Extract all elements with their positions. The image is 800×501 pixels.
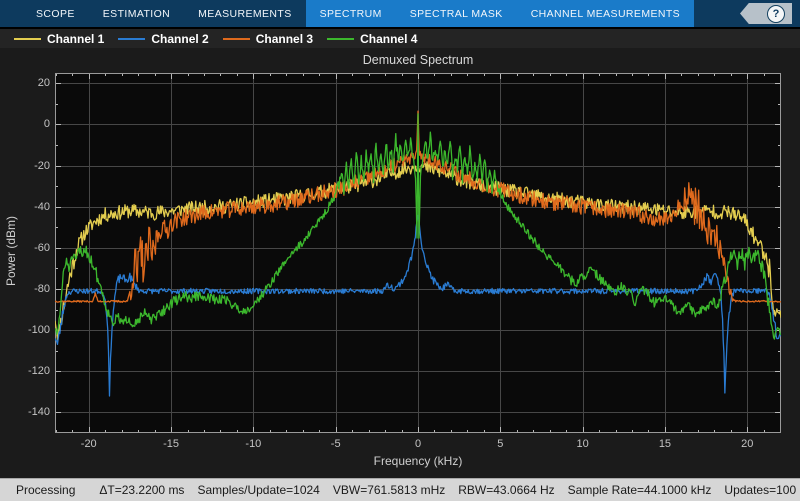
tab-scope[interactable]: SCOPE xyxy=(36,7,75,20)
tab-spectrum[interactable]: SPECTRUM xyxy=(305,0,396,27)
legend-item-channel-3[interactable]: Channel 3 xyxy=(222,31,314,46)
y-tick-label: 20 xyxy=(37,77,50,90)
status-field-3: RBW=43.0664 Hz xyxy=(458,483,555,497)
legend-line-swatch xyxy=(222,37,250,40)
y-tick-label: -20 xyxy=(34,159,50,172)
y-tick-label: -120 xyxy=(27,365,50,378)
help-icon[interactable]: ? xyxy=(767,4,785,23)
y-tick-label: -140 xyxy=(27,406,50,419)
legend-label: Channel 4 xyxy=(360,31,418,46)
legend-line-swatch xyxy=(118,37,146,40)
x-tick-label: -10 xyxy=(245,438,262,450)
legend-label: Channel 1 xyxy=(47,31,105,46)
x-tick-label: -5 xyxy=(330,438,341,450)
help-banner[interactable]: ? xyxy=(740,3,792,24)
x-tick-label: 15 xyxy=(658,438,672,450)
legend-line-swatch xyxy=(14,37,41,40)
tab-spectral-mask[interactable]: SPECTRAL MASK xyxy=(395,0,517,27)
spectrum-panel: Demuxed Spectrum 20 0 -20 -40 -60 -80 -100 -120… xyxy=(0,48,800,478)
y-tick-label: -80 xyxy=(34,283,50,295)
legend-item-channel-1[interactable]: Channel 1 xyxy=(14,32,104,46)
spectrum-plot[interactable] xyxy=(55,73,781,433)
legend-item-channel-4[interactable]: Channel 4 xyxy=(327,32,417,46)
tab-measurements[interactable]: MEASUREMENTS xyxy=(198,7,292,20)
x-tick-label: 20 xyxy=(741,438,754,450)
status-field-1: Samples/Update=1024 xyxy=(197,483,320,497)
legend-line-swatch xyxy=(327,37,355,40)
x-tick-label: 0 xyxy=(414,438,422,450)
x-tick-label: 5 xyxy=(497,438,504,450)
y-tick-label: -100 xyxy=(27,324,50,337)
status-field-4: Sample Rate=44.1000 kHz xyxy=(567,483,712,497)
x-axis-label: Frequency (kHz) xyxy=(373,454,463,468)
tab-channel-measurements[interactable]: CHANNEL MEASUREMENTS xyxy=(516,0,695,27)
y-tick-label: -60 xyxy=(34,241,50,254)
legend-label: Channel 2 xyxy=(151,31,209,46)
status-field-2: VBW=761.5813 mHz xyxy=(332,483,446,497)
y-tick-label: -40 xyxy=(34,200,50,213)
plot-title: Demuxed Spectrum xyxy=(362,53,474,67)
x-tick-label: -15 xyxy=(163,438,179,450)
tab-estimation[interactable]: ESTIMATION xyxy=(102,7,171,20)
x-tick-label: 10 xyxy=(576,438,589,450)
status-field-0: ΔT=23.2200 ms xyxy=(99,483,185,497)
toolstrip-tab-bar: SCOPE ESTIMATION MEASUREMENTS SPECTRUM SPECT… xyxy=(0,0,800,29)
status-field-5: Updates=100 xyxy=(724,483,797,497)
legend-label: Channel 3 xyxy=(255,31,314,46)
legend-item-channel-2[interactable]: Channel 2 xyxy=(118,31,209,46)
status-bar: Processing ΔT=23.2200 ms Samples/Update=1… xyxy=(0,478,800,501)
channel-legend: Channel 1 Channel 2 Channel 3 Channel 4 xyxy=(0,29,800,48)
y-axis-label: Power (dBm) xyxy=(4,216,18,287)
status-state: Processing xyxy=(16,483,76,497)
x-tick-label: -20 xyxy=(80,438,97,450)
y-tick-label: 0 xyxy=(43,118,50,131)
